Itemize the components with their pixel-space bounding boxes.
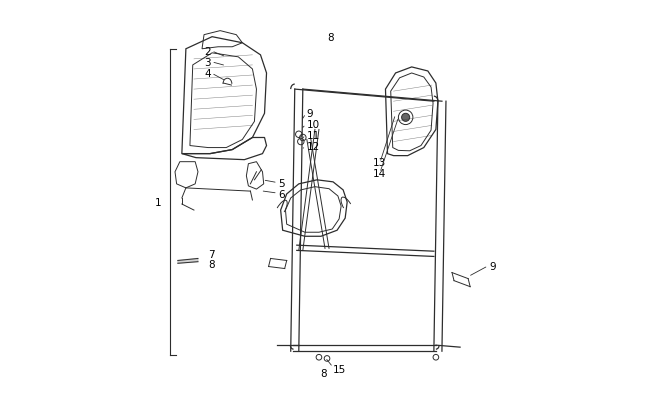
Text: 9: 9 (489, 261, 496, 271)
Text: 6: 6 (279, 190, 285, 199)
Text: 8: 8 (208, 260, 214, 270)
Text: 11: 11 (307, 131, 320, 141)
Text: 8: 8 (320, 369, 326, 378)
Text: 3: 3 (204, 58, 211, 68)
Text: 15: 15 (333, 364, 346, 374)
Text: 4: 4 (204, 69, 211, 79)
Text: 14: 14 (372, 168, 386, 179)
Text: 5: 5 (279, 178, 285, 188)
Text: 7: 7 (208, 249, 214, 259)
Text: 2: 2 (204, 47, 211, 57)
Text: 12: 12 (307, 142, 320, 152)
Polygon shape (178, 259, 198, 264)
Circle shape (402, 114, 410, 122)
Text: 1: 1 (155, 198, 162, 207)
Text: 8: 8 (328, 32, 334, 43)
Text: 10: 10 (307, 120, 320, 130)
Text: 13: 13 (372, 157, 386, 167)
Text: 9: 9 (307, 109, 313, 119)
